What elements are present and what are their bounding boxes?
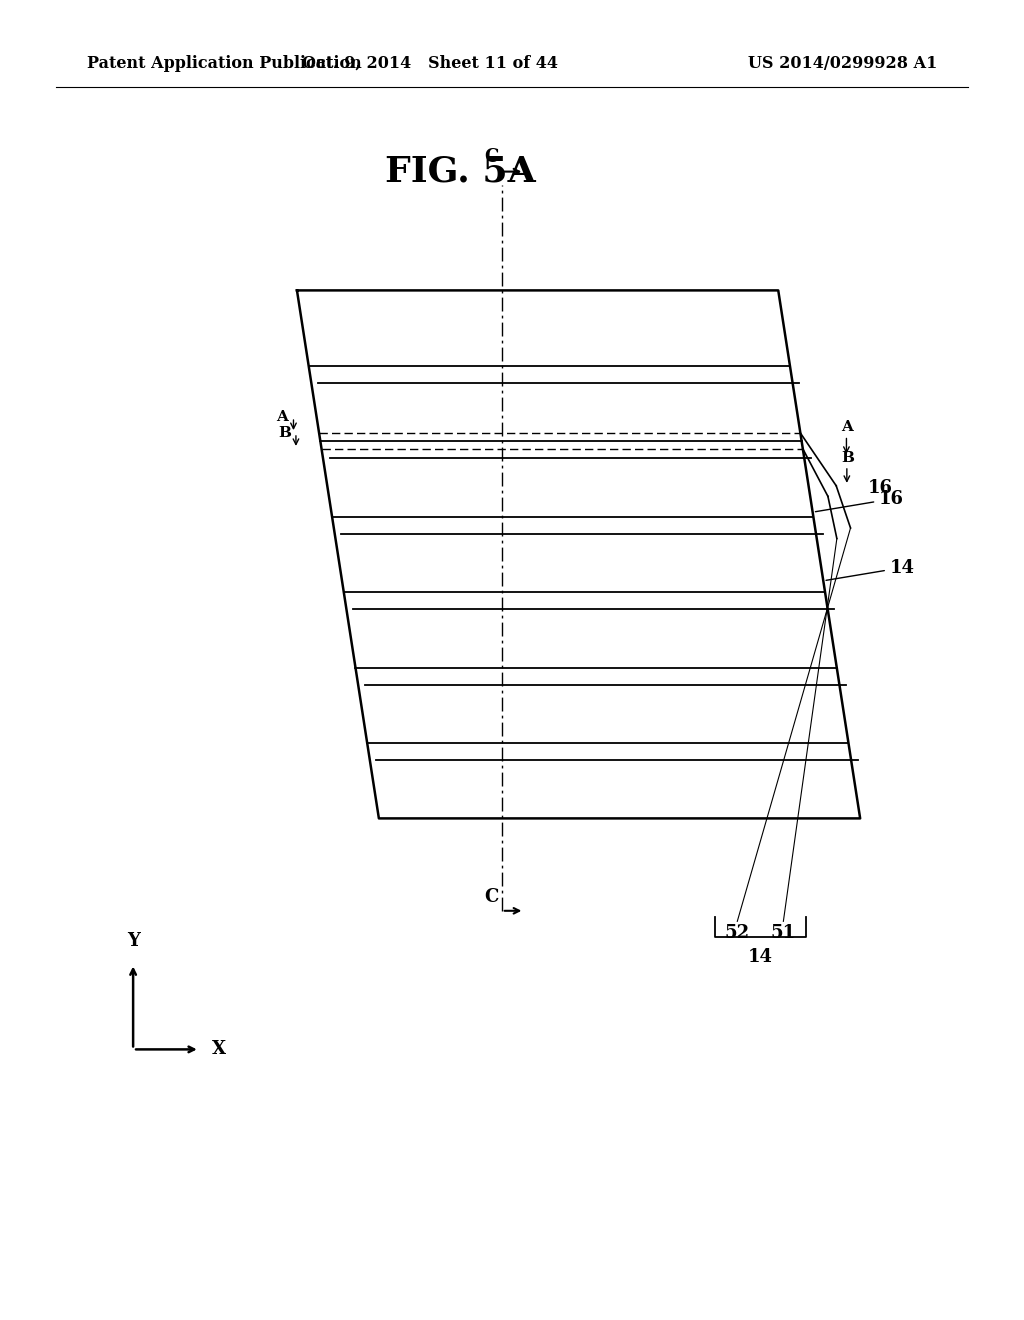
Text: 14: 14 <box>748 948 773 966</box>
Text: C: C <box>484 887 499 906</box>
Text: 16: 16 <box>815 490 904 512</box>
Text: 51: 51 <box>771 924 796 942</box>
Text: 52: 52 <box>725 924 750 942</box>
Text: FIG. 5A: FIG. 5A <box>385 154 537 189</box>
Text: Y: Y <box>127 932 139 950</box>
Text: B: B <box>278 426 291 440</box>
Text: B: B <box>842 450 855 465</box>
Text: 16: 16 <box>867 479 892 498</box>
Text: Oct. 9, 2014   Sheet 11 of 44: Oct. 9, 2014 Sheet 11 of 44 <box>302 55 558 71</box>
Text: X: X <box>212 1040 226 1059</box>
Text: A: A <box>276 411 289 424</box>
Text: US 2014/0299928 A1: US 2014/0299928 A1 <box>748 55 937 71</box>
Text: Patent Application Publication: Patent Application Publication <box>87 55 361 71</box>
Text: A: A <box>842 420 853 434</box>
Text: 14: 14 <box>826 558 914 581</box>
Text: C: C <box>484 148 499 166</box>
